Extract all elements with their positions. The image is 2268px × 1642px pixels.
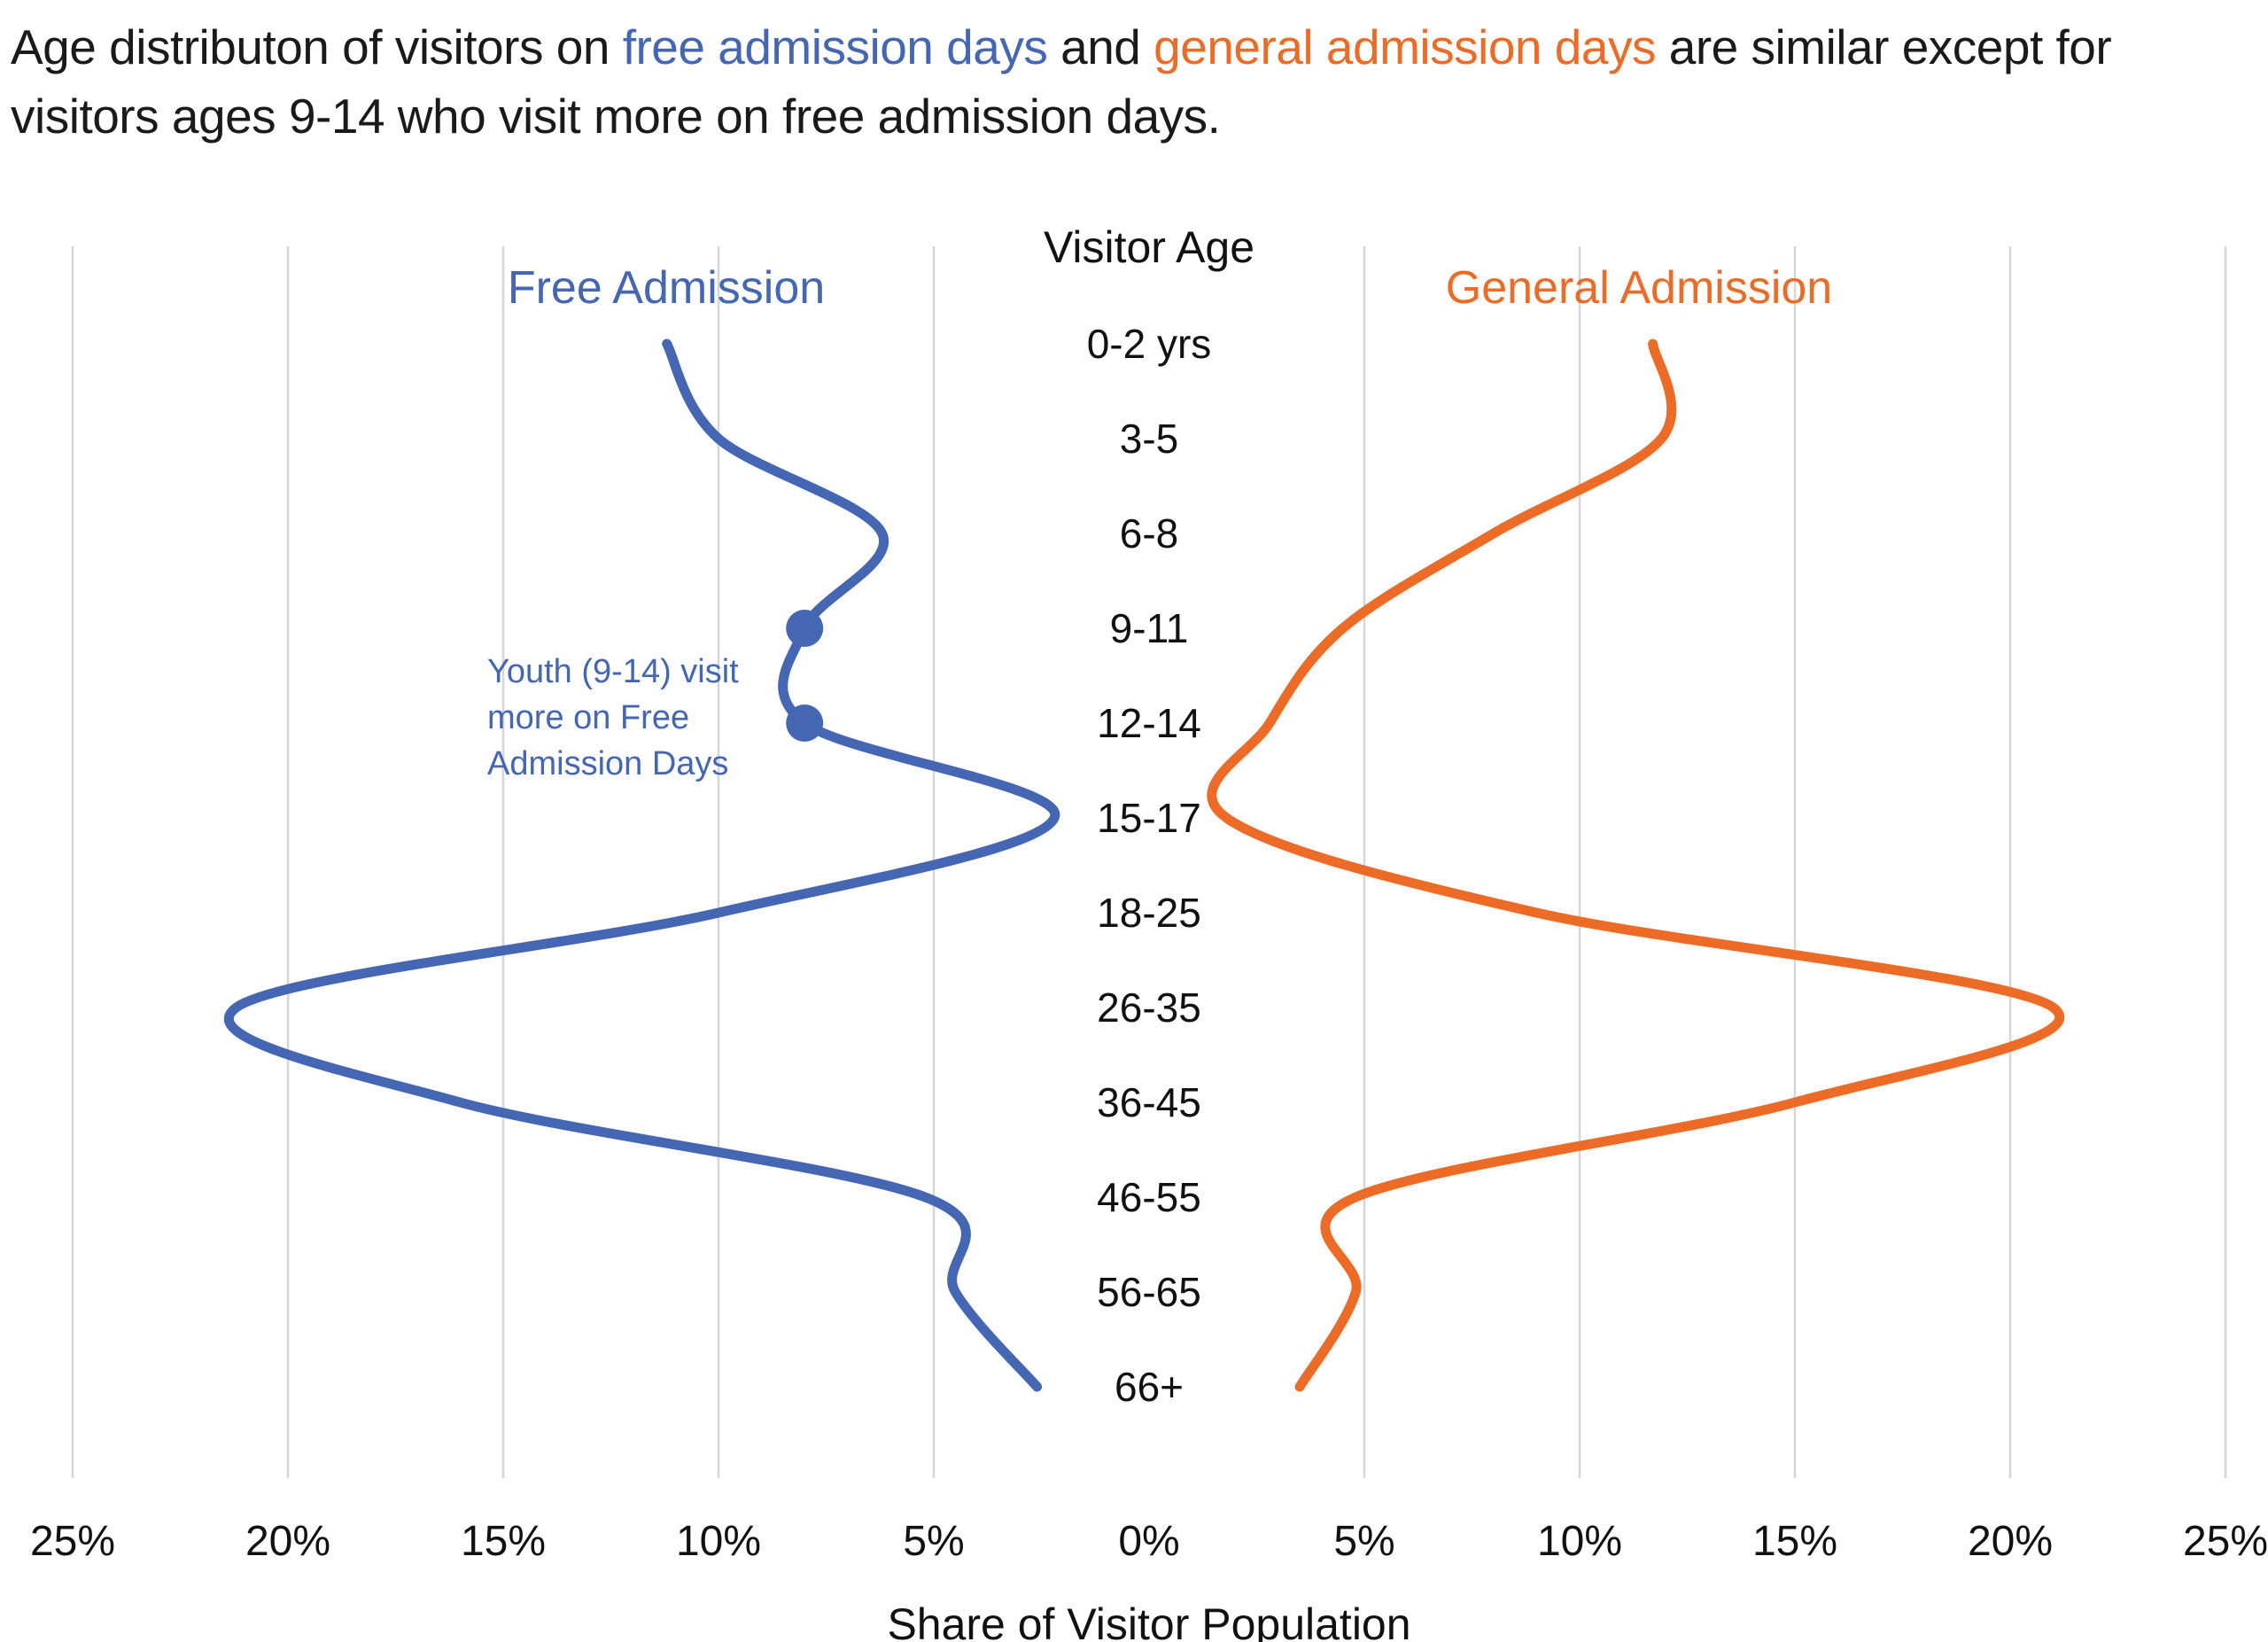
headline-part-3: are similar except for visitors ages 9-1… [11, 19, 2112, 144]
gridlines [71, 246, 2227, 1478]
x-tick-label-7: 10% [1537, 1518, 1622, 1565]
series-lines [223, 339, 2065, 1392]
x-tick-label-6: 5% [1333, 1518, 1394, 1565]
annotation-line-1: more on Free [487, 699, 689, 736]
free-admission-title: Free Admission [508, 262, 825, 314]
headline-general-phrase: general admission days [1153, 19, 1656, 74]
age-label-11: 66+ [1115, 1364, 1184, 1410]
x-tick-label-5: 0% [1118, 1518, 1179, 1565]
x-tick-label-8: 15% [1752, 1518, 1837, 1565]
age-label-9: 46-55 [1097, 1174, 1201, 1220]
highlight-marker-9-11 [786, 610, 824, 647]
x-tick-label-10: 25% [2183, 1518, 2268, 1565]
headline-part-1: Age distributon of visitors on [11, 19, 623, 74]
x-tick-label-2: 15% [461, 1518, 546, 1565]
age-label-5: 15-17 [1097, 795, 1201, 841]
age-label-8: 36-45 [1097, 1079, 1201, 1125]
age-label-2: 6-8 [1120, 510, 1178, 556]
center-axis-title: Visitor Age [1044, 222, 1254, 272]
x-tick-label-1: 20% [245, 1518, 330, 1565]
x-tick-label-9: 20% [1968, 1518, 2053, 1565]
x-tick-label-4: 5% [903, 1518, 964, 1565]
age-category-labels: 0-2 yrs 3-5 6-8 9-11 12-14 15-17 18-25 26-35 36-… [1087, 321, 1212, 1410]
age-label-3: 9-11 [1110, 605, 1189, 651]
age-label-0: 0-2 yrs [1087, 321, 1212, 367]
age-label-10: 56-65 [1097, 1269, 1201, 1315]
highlight-marker-12-14 [786, 704, 824, 742]
annotation: Youth (9-14) visit more on Free Admission … [487, 653, 739, 782]
headline-part-2: and [1047, 19, 1154, 74]
general-admission-line [1207, 339, 2065, 1392]
general-admission-title: General Admission [1446, 262, 1832, 314]
annotation-line-2: Admission Days [487, 745, 728, 782]
headline-free-phrase: free admission days [622, 19, 1048, 74]
x-tick-labels: 25% 20% 15% 10% 5% 0% 5% 10% 15% 20% 25% [30, 1518, 2268, 1565]
age-label-1: 3-5 [1120, 416, 1178, 462]
x-tick-label-0: 25% [30, 1518, 115, 1565]
free-admission-line [223, 339, 1060, 1392]
age-label-7: 26-35 [1097, 984, 1201, 1031]
annotation-line-0: Youth (9-14) visit [487, 653, 739, 690]
age-label-4: 12-14 [1097, 700, 1201, 746]
x-axis-title: Share of Visitor Population [887, 1599, 1410, 1642]
chart-headline: Age distributon of visitors on free admi… [11, 12, 2243, 151]
series-titles: Free Admission General Admission [508, 262, 1832, 314]
age-label-6: 18-25 [1097, 890, 1201, 936]
x-tick-label-3: 10% [676, 1518, 761, 1565]
